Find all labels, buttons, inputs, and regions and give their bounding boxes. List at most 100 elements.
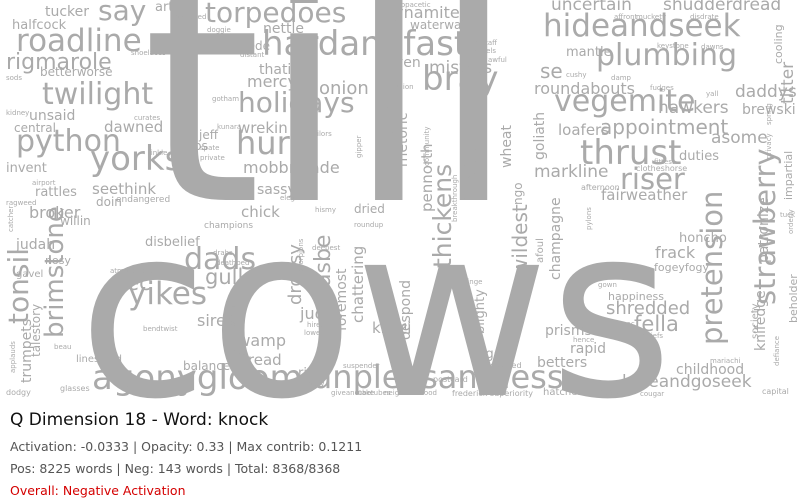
cloud-word-roundabouts: roundabouts xyxy=(534,79,635,98)
cloud-word-catcher: catcher xyxy=(7,205,15,232)
cloud-word-goliath: goliath xyxy=(532,111,548,160)
cloud-word-maxit: maxit xyxy=(225,348,245,356)
cloud-word-rig: rig xyxy=(298,366,316,381)
cloud-word-hired: hired xyxy=(307,321,325,329)
cloud-word-dodgy: dodgy xyxy=(6,388,31,397)
cloud-word-mercys: mercys xyxy=(247,72,306,91)
cloud-word-engagement: engagement xyxy=(459,155,467,200)
cloud-word-dynamite: dynamite xyxy=(384,3,460,22)
cloud-word-tinkle: tinkle xyxy=(148,149,168,157)
info-panel: Q Dimension 18 - Word: knock Activation:… xyxy=(10,410,790,500)
cloud-word-gipper: gipper xyxy=(355,135,363,158)
cloud-word-balances: balances xyxy=(183,359,237,373)
cloud-word-khazi: khazi xyxy=(372,319,412,337)
cloud-word-thrust: thrust xyxy=(580,133,682,173)
cloud-word-childhood: childhood xyxy=(676,362,745,378)
cloud-word-patronize: patronize xyxy=(756,197,772,263)
cloud-word-society: society xyxy=(750,303,761,339)
cloud-word-betters: betters xyxy=(537,355,588,371)
cloud-word-steady: steady xyxy=(229,301,237,325)
cloud-word-beliefs: beliefs xyxy=(640,332,664,340)
cloud-word-markline: markline xyxy=(534,162,609,182)
cloud-word-wildest: wildest xyxy=(508,204,532,275)
cloud-word-yorks: yorks xyxy=(90,139,183,179)
cloud-word-mobbrigade: mobbrigade xyxy=(243,158,340,177)
cloud-word-potomac: potomac xyxy=(604,320,635,328)
cloud-word-roundup: roundup xyxy=(354,221,384,229)
cloud-word-cleaned: cleaned xyxy=(490,361,522,370)
cloud-word-cosby: cosby xyxy=(304,380,325,388)
cloud-word-hence: hence xyxy=(573,336,595,344)
cloud-word-cougar: cougar xyxy=(640,390,665,398)
cloud-word-bendtwist: bendtwist xyxy=(143,325,178,333)
activation-stats: Activation: -0.0333 | Opacity: 0.33 | Ma… xyxy=(10,439,363,454)
cloud-word-pylons: pylons xyxy=(585,207,593,230)
cloud-word-community: community xyxy=(423,126,431,166)
cloud-word-tubetubes: tubetubes xyxy=(355,389,391,397)
cloud-word-talestory: talestory xyxy=(29,303,43,357)
cloud-word-postcard: postcard xyxy=(433,375,468,384)
overall-activation-label: Overall: Negative Activation xyxy=(10,483,186,498)
cloud-word-unsaid: unsaid xyxy=(29,108,76,124)
cloud-word-hideandgoseek: hideandgoseek xyxy=(622,372,752,392)
cloud-word-hismy: hismy xyxy=(315,206,336,214)
cloud-word-waterwaters: waterwaters xyxy=(410,18,485,32)
cloud-word-tuck: tuck xyxy=(780,211,796,219)
cloud-word-halfcock: halfcock xyxy=(12,18,67,33)
cloud-word-defiance: defiance xyxy=(773,335,781,366)
cloud-word-dawned: dawned xyxy=(104,118,164,136)
cloud-word-superiority: superiority xyxy=(490,389,534,398)
cloud-word-cows: cows xyxy=(78,175,674,401)
cloud-word-union: union xyxy=(394,83,414,91)
cloud-word-dawns: dawns xyxy=(701,43,724,51)
cloud-word-ngo: ngo xyxy=(511,182,525,205)
cloud-word-sods: sods xyxy=(6,74,23,82)
cloud-word-elegant: elegant xyxy=(280,194,307,202)
cloud-word-deathbed: deathbed xyxy=(216,259,250,267)
cloud-word-jaws: jaws xyxy=(466,144,482,152)
cloud-word-kidney: kidney xyxy=(6,109,30,117)
cloud-word-affront: affront xyxy=(614,13,638,21)
cloud-word-say: say xyxy=(98,0,147,27)
cloud-word-vegemite: vegemite xyxy=(554,84,696,119)
cloud-word-titter: titter xyxy=(778,61,798,104)
cloud-word-dried: dried xyxy=(354,202,385,216)
cloud-word-till: till xyxy=(142,0,516,272)
cloud-word-scorpions: scorpions xyxy=(297,238,305,272)
cloud-word-asbe: asbe xyxy=(311,234,336,287)
cloud-word-capital: capital xyxy=(762,387,789,396)
cloud-word-sassy: sassy xyxy=(257,182,296,198)
cloud-word-shudderdread: shudderdread xyxy=(663,0,782,15)
cloud-word-roadline: roadline xyxy=(16,23,142,59)
cloud-word-frederick: frederick xyxy=(452,389,488,398)
cloud-word-applauds: applauds xyxy=(9,341,17,373)
cloud-word-honcho: honcho xyxy=(679,231,727,246)
cloud-word-disbelief: disbelief xyxy=(145,235,200,250)
cloud-word-foremost: foremost xyxy=(334,268,350,331)
cloud-word-atmosphere: atmosphere xyxy=(110,267,152,275)
cloud-word-rec: rec xyxy=(118,271,151,295)
cloud-word-rede: rede xyxy=(243,39,271,53)
cloud-word-crabs: crabs xyxy=(175,139,208,153)
cloud-word-disdrate: disdrate xyxy=(690,13,719,21)
cloud-word-giveandtake: giveandtake xyxy=(331,389,375,397)
cloud-word-torpedoes: torpedoes xyxy=(205,0,347,29)
cloud-word-despond: despond xyxy=(398,279,414,340)
cloud-word-hurts: hurts xyxy=(236,124,319,162)
cloud-word-impartial: impartial xyxy=(782,150,795,200)
dimension-title: Q Dimension 18 - Word: knock xyxy=(10,410,269,430)
cloud-word-rattles: rattles xyxy=(35,185,77,200)
cloud-word-drabs: drabs xyxy=(213,249,233,257)
cloud-word-gavel: gavel xyxy=(16,269,44,280)
cloud-word-misters: misters xyxy=(429,58,493,78)
cloud-word-clotheshorse: clotheshorse xyxy=(636,164,688,173)
cloud-word-willin: willin xyxy=(60,214,91,228)
cloud-word-suspender: suspender xyxy=(343,362,380,370)
cloud-word-afternoon: afternoon xyxy=(581,183,620,192)
cloud-word-copacetic: copacetic xyxy=(397,1,431,9)
cloud-word-spate: spate xyxy=(200,144,220,152)
cloud-word-hawkers: hawkers xyxy=(658,98,729,118)
cloud-word-fogeyfogy: fogeyfogy xyxy=(654,261,709,274)
cloud-word-afoul: afoul xyxy=(535,238,546,263)
cloud-word-brewski: brewski xyxy=(742,102,796,118)
